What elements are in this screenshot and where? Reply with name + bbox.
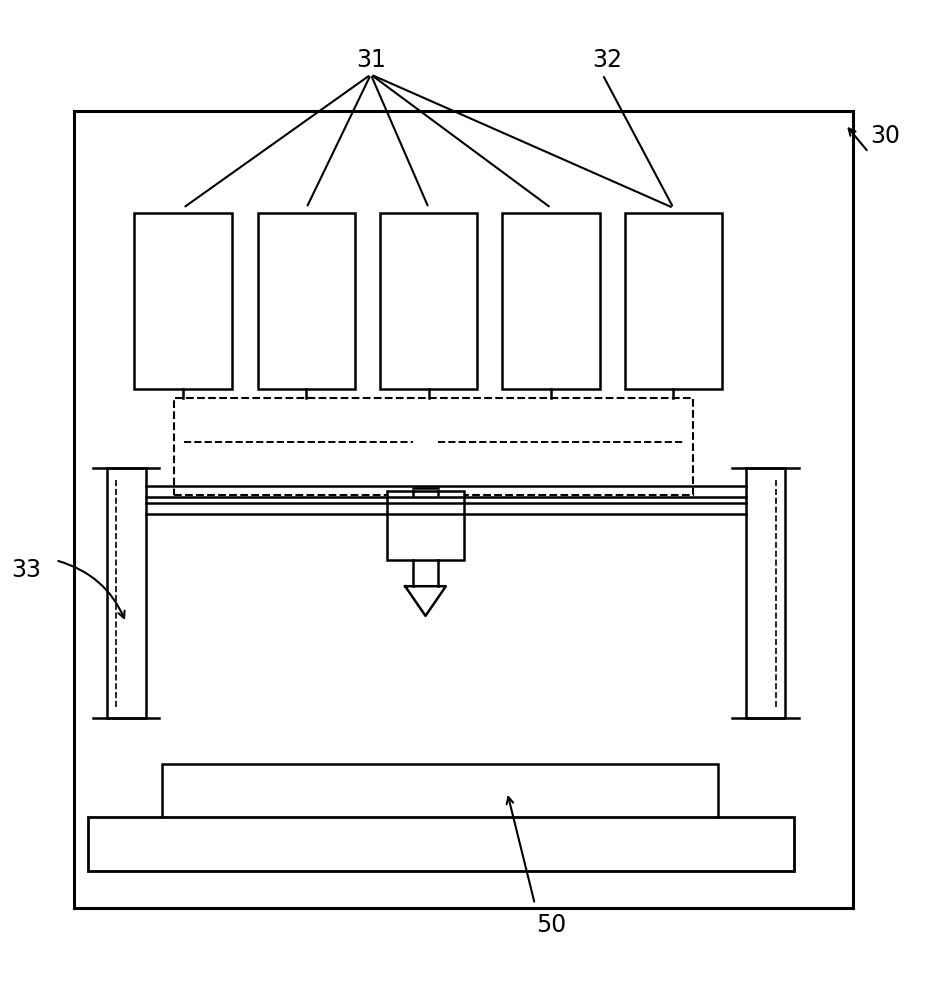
Bar bbox=[380, 213, 477, 389]
Bar bbox=[88, 817, 794, 871]
Bar bbox=[746, 468, 785, 718]
Bar bbox=[387, 491, 464, 560]
Bar bbox=[502, 213, 600, 389]
Text: 50: 50 bbox=[537, 913, 566, 937]
Bar bbox=[625, 213, 722, 389]
Text: 32: 32 bbox=[592, 48, 622, 72]
Text: 30: 30 bbox=[870, 124, 900, 148]
Bar bbox=[174, 398, 693, 495]
Bar bbox=[107, 468, 146, 718]
Bar bbox=[74, 111, 853, 908]
Text: 31: 31 bbox=[356, 48, 386, 72]
Bar bbox=[258, 213, 355, 389]
Bar bbox=[162, 764, 718, 820]
Text: 33: 33 bbox=[11, 558, 41, 582]
Bar bbox=[134, 213, 232, 389]
